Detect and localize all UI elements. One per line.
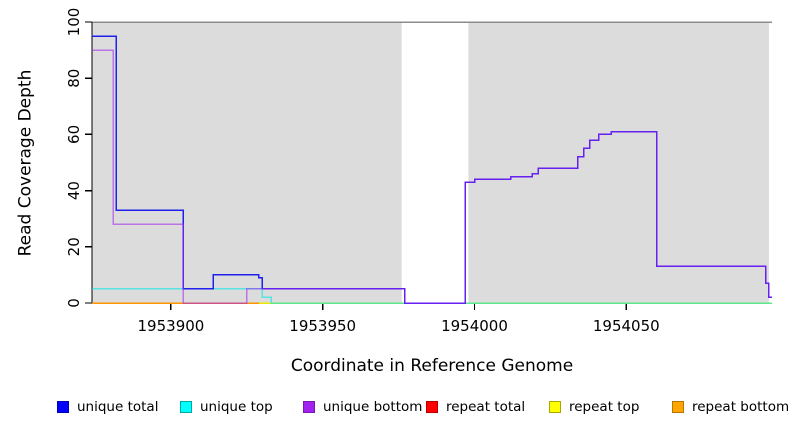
legend-swatch-icon (672, 401, 684, 413)
legend-item: repeat total (426, 399, 549, 415)
legend-swatch-icon (303, 401, 315, 413)
legend-label: repeat total (446, 399, 526, 415)
legend-swatch-icon (549, 401, 561, 413)
y-axis-title: Read Coverage Depth (15, 69, 36, 257)
legend-item: unique bottom (303, 399, 426, 415)
legend-label: repeat bottom (692, 399, 790, 415)
y-tick-label: 80 (65, 69, 83, 88)
y-tick-label: 40 (65, 181, 83, 200)
legend-swatch-icon (180, 401, 192, 413)
legend-label: unique top (200, 399, 273, 415)
legend-item: unique total (57, 399, 180, 415)
shaded-region (468, 22, 769, 303)
y-tick-label: 100 (65, 8, 83, 37)
legend-swatch-icon (57, 401, 69, 413)
x-tick-label: 1954000 (441, 317, 508, 335)
x-tick-label: 1953950 (289, 317, 356, 335)
legend: unique total unique top unique bottom repea… (57, 399, 792, 415)
y-tick-label: 60 (65, 125, 83, 144)
shaded-region (92, 22, 402, 303)
series-unique-bottom (92, 49, 772, 304)
legend-item: unique top (180, 399, 303, 415)
legend-label: unique bottom (323, 399, 423, 415)
coverage-chart-svg: 1953900 1953950 1954000 1954050 0 20 40 60 80 100 (65, 8, 772, 335)
x-tick-label: 1954050 (593, 317, 660, 335)
legend-label: repeat top (569, 399, 640, 415)
legend-item: repeat top (549, 399, 672, 415)
x-axis-title: Coordinate in Reference Genome (290, 356, 574, 376)
y-tick-label: 0 (65, 298, 83, 308)
legend-item: repeat bottom (672, 399, 792, 415)
y-tick-label: 20 (65, 237, 83, 256)
y-axis-title-wrap: Read Coverage Depth (14, 0, 36, 326)
series-unique-top (92, 288, 772, 304)
legend-label: unique total (77, 399, 159, 415)
x-tick-label: 1953900 (138, 317, 205, 335)
legend-swatch-icon (426, 401, 438, 413)
